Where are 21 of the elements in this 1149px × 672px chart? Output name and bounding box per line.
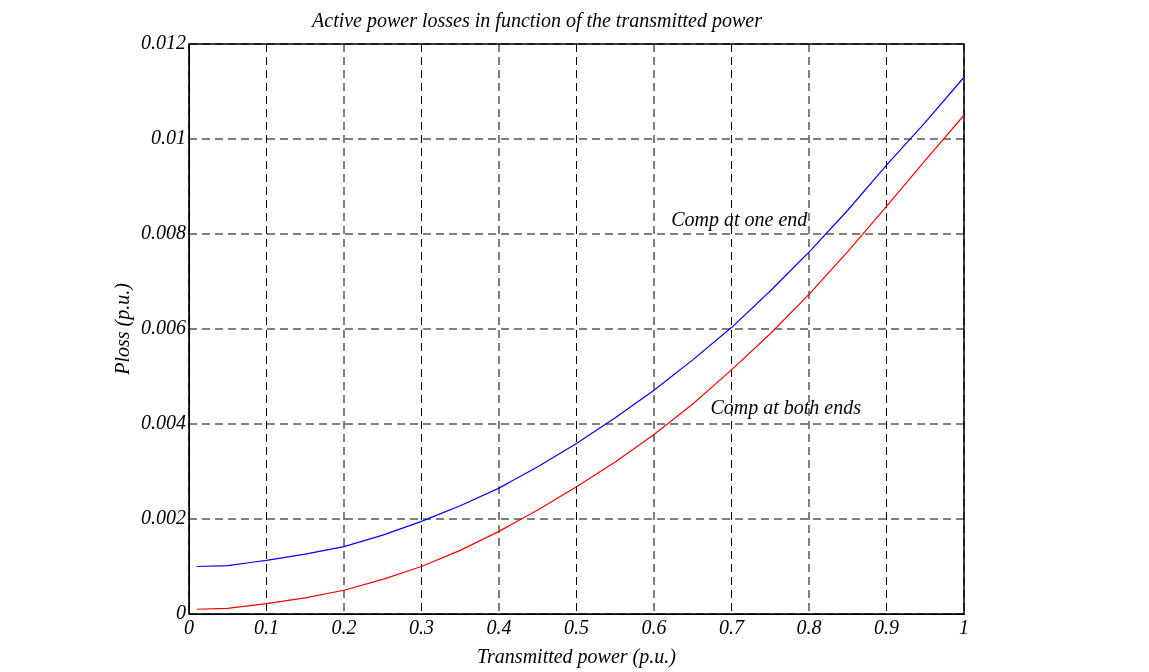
- y-tick-label: 0.004: [141, 411, 186, 434]
- y-tick-label: 0: [176, 601, 186, 624]
- x-tick-label: 0.2: [331, 616, 357, 639]
- x-tick-label: 0.7: [719, 616, 745, 639]
- y-tick-label: 0.002: [141, 506, 186, 529]
- x-axis-title: Transmitted power (p.u.): [477, 645, 677, 669]
- x-tick-label: 0.3: [409, 616, 434, 639]
- y-tick-label: 0.008: [141, 221, 186, 244]
- y-axis-title: Ploss (p.u.): [111, 282, 135, 376]
- x-tick-label: 0.8: [796, 616, 822, 639]
- chart-title: Active power losses in function of the transmitted power: [310, 9, 763, 33]
- x-tick-label: 1: [959, 616, 969, 639]
- x-tick-label: 0.5: [564, 616, 589, 639]
- x-tick-label: 0.9: [874, 616, 899, 639]
- y-tick-label: 0.01: [151, 126, 186, 149]
- x-tick-label: 0.4: [486, 616, 512, 639]
- annotation: Comp at both ends: [710, 396, 862, 420]
- x-tick-label: 0.6: [641, 616, 667, 639]
- y-tick-label: 0.006: [141, 316, 186, 339]
- y-tick-label: 0.012: [141, 31, 186, 54]
- x-tick-label: 0.1: [254, 616, 279, 639]
